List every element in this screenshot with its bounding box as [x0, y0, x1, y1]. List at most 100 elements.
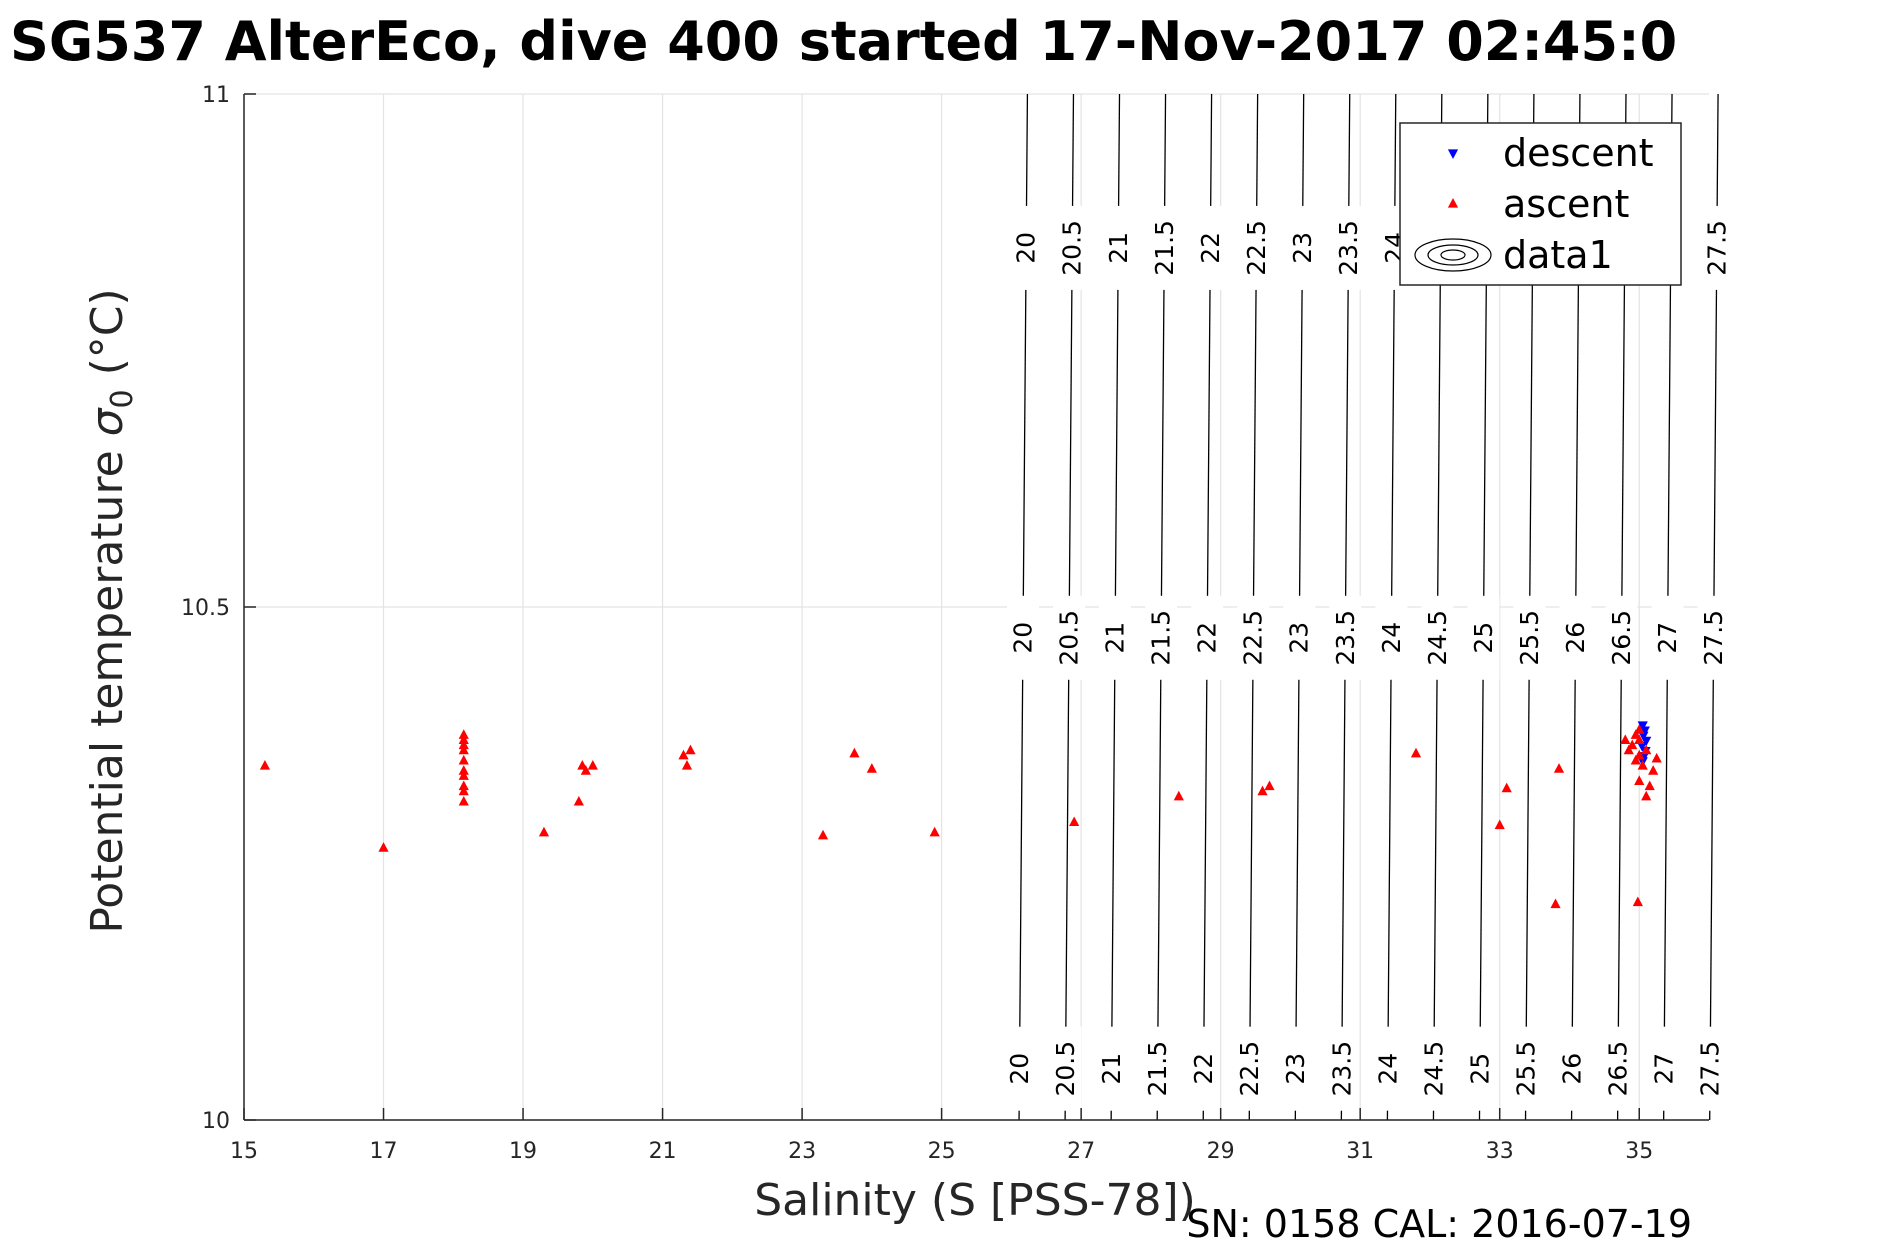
y-axis-label-main: Potential temperature: [82, 436, 133, 933]
ascent-point: [1634, 734, 1645, 744]
contour-label-gap: [1559, 595, 1592, 680]
contour-label: 24: [1377, 622, 1406, 654]
contour-label-gap: [1286, 205, 1319, 290]
data-points: [259, 721, 1662, 909]
contour-label: 24.5: [1423, 610, 1452, 666]
x-tick-label: 21: [649, 1139, 677, 1164]
ascent-point: [1410, 747, 1422, 758]
contour-label-gap: [1371, 1026, 1404, 1111]
contour-label-gap: [1049, 1026, 1082, 1111]
ascent-point: [1637, 760, 1648, 770]
ascent-point: [1257, 785, 1268, 796]
ascent-point: [580, 765, 591, 775]
contour-label: 22: [1189, 1053, 1218, 1085]
ascent-point: [1644, 780, 1655, 791]
contour-label-gap: [1325, 1026, 1358, 1111]
contour-label: 21: [1101, 622, 1130, 654]
contour-label-gap: [1141, 1026, 1174, 1111]
ascent-point: [1501, 782, 1512, 793]
contour-label: 23: [1288, 232, 1317, 264]
contour-label: 20: [1012, 232, 1041, 264]
ascent-point: [458, 795, 469, 806]
contour-label-gap: [1332, 205, 1365, 290]
contour-label: 26.5: [1607, 610, 1636, 666]
contour-label: 20.5: [1051, 1041, 1080, 1097]
y-tick-label: 11: [202, 83, 230, 108]
chart-title: SG537 AlterEco, dive 400 started 17-Nov-…: [10, 10, 1677, 73]
contour-label-gap: [1003, 1026, 1036, 1111]
contour-label: 23: [1281, 1053, 1310, 1085]
contour-label: 25.5: [1511, 1041, 1540, 1097]
ascent-point: [1634, 724, 1645, 734]
contour-label: 26: [1561, 622, 1590, 654]
ascent-point: [259, 760, 271, 770]
contour-label-gap: [1233, 1026, 1266, 1111]
legend-label-descent: descent: [1503, 131, 1654, 175]
ascent-point: [587, 760, 598, 770]
contour-label: 20.5: [1055, 610, 1084, 666]
x-tick-label: 17: [370, 1139, 398, 1164]
ascent-point: [1648, 765, 1659, 775]
ascent-point: [458, 754, 469, 765]
y-axis-label-sigma: σ: [82, 407, 133, 436]
contour-label: 20.5: [1058, 220, 1087, 276]
contour-label: 22.5: [1239, 610, 1268, 666]
contour-label: 26.5: [1604, 1041, 1633, 1097]
x-tick-label: 25: [928, 1139, 956, 1164]
ascent-point: [1641, 744, 1652, 755]
y-axis-label-unit: (°C): [82, 288, 133, 389]
descent-point: [1641, 736, 1652, 747]
ascent-point: [458, 734, 469, 744]
legend-descent-marker: [1447, 149, 1459, 159]
contour-label: 23: [1285, 622, 1314, 654]
contour-label: 21.5: [1150, 220, 1179, 276]
contour-label-gap: [1329, 595, 1362, 680]
ascent-point: [458, 729, 469, 739]
ascent-point: [458, 744, 469, 755]
contour-label-gap: [1375, 595, 1408, 680]
y-axis-label: Potential temperature σ0 (°C): [82, 288, 140, 933]
contour-label: 22.5: [1235, 1041, 1264, 1097]
descent-point: [1637, 721, 1648, 731]
contour-label-gap: [1417, 1026, 1450, 1111]
x-tick-label: 19: [509, 1139, 537, 1164]
ascent-point: [573, 795, 584, 806]
contour-label: 27: [1650, 1053, 1679, 1085]
legend-contour-icon: [1440, 249, 1466, 261]
contour-label-gap: [1509, 1026, 1542, 1111]
contour-label: 21: [1104, 232, 1133, 264]
ascent-point: [458, 770, 469, 780]
contour-label-gap: [1555, 1026, 1588, 1111]
y-tick-label: 10: [202, 1109, 230, 1134]
x-tick-label: 33: [1486, 1139, 1514, 1164]
contour-label: 27: [1653, 622, 1682, 654]
descent-point: [1638, 731, 1649, 742]
ascent-point: [458, 785, 469, 796]
contour-label-gap: [1694, 1026, 1727, 1111]
ascent-point: [929, 826, 940, 837]
contour-label-gap: [1056, 205, 1089, 290]
contour-label-gap: [1006, 595, 1039, 680]
ascent-point: [378, 842, 389, 852]
contour-label-gap: [1467, 595, 1500, 680]
legend-contour-icon: [1427, 244, 1479, 266]
ascent-point: [458, 765, 469, 775]
descent-point: [1636, 741, 1648, 752]
ascent-point: [1634, 749, 1645, 760]
contour-label: 21.5: [1143, 1041, 1172, 1097]
ascent-point: [1627, 739, 1638, 750]
contour-label: 25.5: [1515, 610, 1544, 666]
ascent-point: [458, 739, 469, 750]
ascent-point: [681, 760, 693, 770]
legend: descent ascent data1: [1399, 122, 1682, 286]
ascent-point: [1550, 898, 1561, 909]
contour-label-gap: [1651, 595, 1684, 680]
ascent-point: [538, 826, 550, 837]
legend-box: [1399, 122, 1682, 286]
contour-label-gap: [1605, 595, 1638, 680]
ascent-point: [1620, 734, 1631, 744]
x-tick-label: 35: [1625, 1139, 1653, 1164]
ascent-point: [817, 829, 829, 840]
tick-labels: 15 17 19 21 23 25 27 29 31 33 35 10 10.5 11: [181, 83, 1653, 1164]
